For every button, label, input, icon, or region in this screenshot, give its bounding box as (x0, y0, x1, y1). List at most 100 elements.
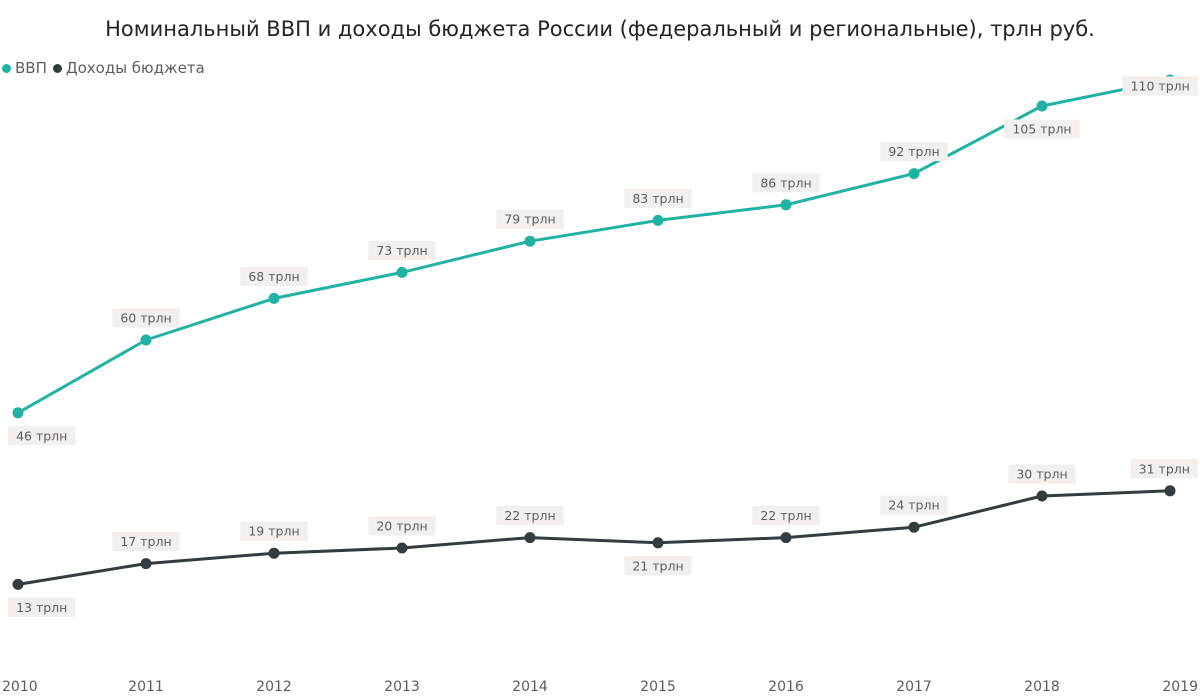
data-point-budget-revenue[interactable] (12, 578, 24, 590)
data-label-text: 30 трлн (1016, 467, 1067, 482)
legend: ВВП Доходы бюджета (2, 59, 211, 77)
data-point-budget-revenue[interactable] (1164, 485, 1176, 497)
data-label-budget-revenue: 20 трлн (368, 516, 436, 536)
data-point-gdp[interactable] (268, 292, 280, 304)
data-label-text: 31 трлн (1139, 461, 1190, 476)
data-label-text: 20 трлн (376, 519, 427, 534)
x-tick-label: 2017 (896, 679, 932, 695)
data-label-budget-revenue: 31 трлн (1130, 459, 1198, 479)
data-label-text: 73 трлн (376, 243, 427, 258)
data-label-gdp: 110 трлн (1122, 76, 1198, 96)
data-label-text: 60 трлн (120, 311, 171, 326)
data-point-gdp[interactable] (396, 266, 408, 278)
data-label-gdp: 46 трлн (8, 426, 76, 446)
data-label-budget-revenue: 24 трлн (880, 495, 948, 515)
data-point-budget-revenue[interactable] (780, 532, 792, 544)
data-label-background (1122, 76, 1198, 96)
data-point-budget-revenue[interactable] (268, 547, 280, 559)
data-label-background (624, 556, 692, 576)
data-label-gdp: 73 трлн (368, 240, 436, 260)
data-label-text: 86 трлн (760, 175, 811, 190)
data-point-gdp[interactable] (140, 334, 152, 346)
data-point-gdp[interactable] (524, 235, 536, 247)
data-label-gdp: 68 трлн (240, 266, 308, 286)
x-tick-label: 2011 (128, 679, 164, 695)
chart-title: Номинальный ВВП и доходы бюджета России … (105, 17, 1095, 41)
data-point-gdp[interactable] (908, 168, 920, 180)
data-label-background (240, 266, 308, 286)
data-label-budget-revenue: 22 трлн (752, 506, 820, 526)
data-label-background (752, 173, 820, 193)
x-tick-label: 2014 (512, 679, 548, 695)
x-tick-label: 2012 (256, 679, 292, 695)
data-label-text: 17 трлн (120, 534, 171, 549)
data-label-background (368, 240, 436, 260)
data-label-background (112, 308, 180, 328)
data-label-background (8, 426, 76, 446)
data-label-background (1004, 119, 1080, 139)
x-tick-label: 2016 (768, 679, 804, 695)
data-point-budget-revenue[interactable] (524, 532, 536, 544)
data-label-gdp: 105 трлн (1004, 119, 1080, 139)
data-label-text: 83 трлн (632, 191, 683, 206)
legend-label-gdp: ВВП (15, 59, 47, 77)
legend-item-budget-revenue[interactable]: Доходы бюджета (52, 59, 205, 77)
data-label-text: 13 трлн (16, 600, 67, 615)
data-label-gdp: 79 трлн (496, 209, 564, 229)
data-label-text: 92 трлн (888, 144, 939, 159)
data-label-budget-revenue: 22 трлн (496, 506, 564, 526)
data-label-budget-revenue: 19 трлн (240, 521, 308, 541)
data-label-budget-revenue: 30 трлн (1008, 464, 1076, 484)
data-point-budget-revenue[interactable] (908, 521, 920, 533)
data-label-text: 46 трлн (16, 428, 67, 443)
data-point-gdp[interactable] (780, 199, 792, 211)
data-label-background (112, 532, 180, 552)
data-point-budget-revenue[interactable] (652, 537, 664, 549)
x-tick-label: 2010 (2, 679, 38, 695)
data-label-background (880, 495, 948, 515)
data-label-background (8, 597, 76, 617)
x-tick-label: 2013 (384, 679, 420, 695)
data-label-text: 24 трлн (888, 498, 939, 513)
data-label-text: 105 трлн (1012, 122, 1071, 137)
data-label-text: 21 трлн (632, 558, 683, 573)
data-label-text: 79 трлн (504, 212, 555, 227)
data-label-gdp: 92 трлн (880, 142, 948, 162)
data-label-budget-revenue: 13 трлн (8, 597, 76, 617)
data-label-text: 68 трлн (248, 269, 299, 284)
data-label-background (752, 506, 820, 526)
data-point-gdp[interactable] (1036, 100, 1048, 112)
data-label-background (496, 506, 564, 526)
data-point-gdp[interactable] (652, 214, 664, 226)
data-label-text: 19 трлн (248, 524, 299, 539)
legend-item-gdp[interactable]: ВВП (2, 59, 47, 77)
x-tick-label: 2018 (1024, 679, 1060, 695)
series-line-budget-revenue (16, 489, 1172, 586)
legend-marker-gdp (2, 63, 11, 73)
data-label-budget-revenue: 17 трлн (112, 532, 180, 552)
data-point-budget-revenue[interactable] (1036, 490, 1048, 502)
data-label-background (368, 516, 436, 536)
legend-label-budget-revenue: Доходы бюджета (65, 59, 205, 77)
data-label-gdp: 60 трлн (112, 308, 180, 328)
data-label-background (496, 209, 564, 229)
data-label-background (880, 142, 948, 162)
data-label-budget-revenue: 21 трлн (624, 556, 692, 576)
data-point-gdp[interactable] (12, 407, 24, 419)
data-label-gdp: 86 трлн (752, 173, 820, 193)
data-label-background (1130, 459, 1198, 479)
x-tick-label: 2015 (640, 679, 676, 695)
x-tick-label: 2019 (1162, 679, 1198, 695)
data-label-gdp: 83 трлн (624, 188, 692, 208)
data-label-background (1008, 464, 1076, 484)
series-line-gdp (16, 78, 1172, 415)
data-label-text: 22 трлн (504, 508, 555, 523)
data-point-budget-revenue[interactable] (140, 558, 152, 570)
data-label-background (240, 521, 308, 541)
data-label-background (624, 188, 692, 208)
legend-marker-budget-revenue (52, 63, 62, 73)
data-label-text: 22 трлн (760, 508, 811, 523)
data-point-budget-revenue[interactable] (396, 542, 408, 554)
data-label-text: 110 трлн (1131, 79, 1190, 94)
